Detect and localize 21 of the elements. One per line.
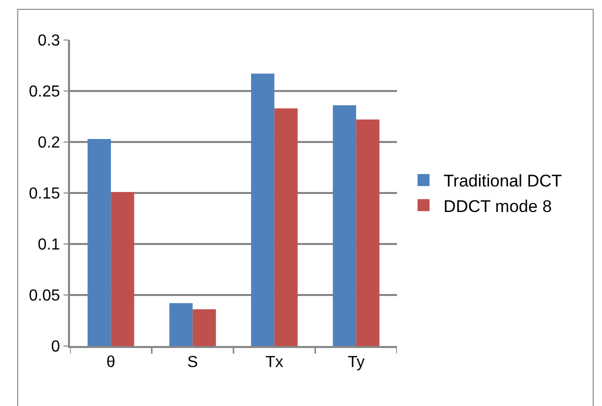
bar (169, 303, 193, 346)
y-tick-label: 0.1 (38, 236, 60, 254)
x-tick-label: Ty (348, 354, 365, 371)
y-tick-label: 0.25 (28, 84, 60, 101)
y-tick-label: 0.15 (28, 186, 60, 203)
y-tick-label: 0.2 (38, 134, 60, 152)
x-tick-label: Tx (265, 354, 284, 371)
bar (274, 108, 298, 346)
y-tick-label: 0.05 (28, 288, 60, 305)
y-tick-label: 0.3 (38, 32, 60, 50)
bar (110, 192, 134, 346)
bar (251, 74, 274, 346)
legend-label: Traditional DCT (444, 172, 562, 191)
bar (88, 138, 111, 346)
bar (332, 105, 356, 346)
x-tick-label: θ (106, 354, 116, 371)
x-tick-label: S (187, 354, 198, 371)
bar (356, 120, 380, 346)
legend-label: DDCT mode 8 (444, 196, 552, 216)
y-tick-label: 0 (51, 338, 60, 356)
bar (192, 309, 216, 346)
